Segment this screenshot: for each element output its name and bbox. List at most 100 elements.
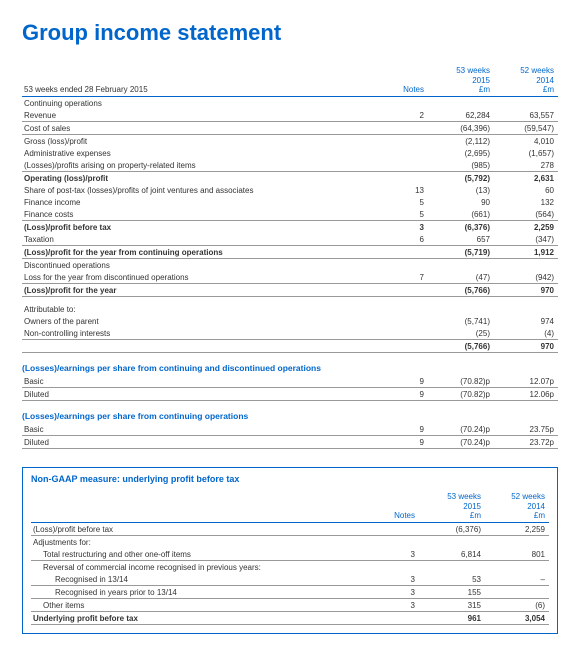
nongaap-box: Non-GAAP measure: underlying profit befo… <box>22 467 558 634</box>
row-label: (Loss)/profit for the year <box>22 284 386 297</box>
row-value-prior: (6) <box>485 599 549 612</box>
nongaap-title: Non-GAAP measure: underlying profit befo… <box>31 474 549 484</box>
row-value-prior: 12.07p <box>494 375 558 388</box>
attributable-heading: Attributable to: <box>22 303 558 315</box>
row-note: 3 <box>386 221 430 234</box>
row-value-current: 657 <box>430 233 494 246</box>
row-value-prior: 132 <box>494 196 558 208</box>
col1-year: 2015 <box>430 75 494 86</box>
row-value-current: (70.24)p <box>430 436 494 449</box>
row-note: 13 <box>386 184 430 196</box>
row-label: Adjustments for: <box>31 536 377 549</box>
row-label: Finance costs <box>22 208 386 221</box>
eps-cont-table: Basic9(70.24)p23.75pDiluted9(70.24)p23.7… <box>22 423 558 449</box>
row-value-prior: 4,010 <box>494 135 558 148</box>
row-value-prior: 3,054 <box>485 612 549 625</box>
row-note: 7 <box>386 271 430 284</box>
col1-period: 53 weeks <box>430 64 494 75</box>
row-value-prior: 974 <box>494 315 558 327</box>
row-note: 3 <box>377 586 421 599</box>
row-note: 5 <box>386 196 430 208</box>
row-value-prior: 60 <box>494 184 558 196</box>
row-label: Basic <box>22 423 386 436</box>
row-value-prior: – <box>485 573 549 586</box>
row-label: Diluted <box>22 436 386 449</box>
row-label: Gross (loss)/profit <box>22 135 386 148</box>
row-value-current: (70.82)p <box>430 388 494 401</box>
row-label <box>22 340 386 353</box>
row-value-current: (47) <box>430 271 494 284</box>
row-value-current <box>430 97 494 110</box>
col2-unit: £m <box>494 85 558 97</box>
row-value-current: (5,741) <box>430 315 494 327</box>
row-value-prior: 2,631 <box>494 172 558 185</box>
row-note <box>386 340 430 353</box>
row-value-current <box>421 561 485 574</box>
row-value-current: 6,814 <box>421 548 485 561</box>
row-label: Non-controlling interests <box>22 327 386 340</box>
row-label: Discontinued operations <box>22 259 386 272</box>
main-income-table: 53 weeks 52 weeks 2015 2014 53 weeks end… <box>22 64 558 297</box>
row-label: Basic <box>22 375 386 388</box>
col1-unit: £m <box>430 85 494 97</box>
row-label: Owners of the parent <box>22 315 386 327</box>
row-label: Cost of sales <box>22 122 386 135</box>
row-note <box>386 172 430 185</box>
row-label: (Loss)/profit before tax <box>22 221 386 234</box>
period-ended-label: 53 weeks ended 28 February 2015 <box>22 85 386 97</box>
row-value-current: (5,719) <box>430 246 494 259</box>
row-value-prior <box>494 97 558 110</box>
row-note <box>386 122 430 135</box>
row-value-prior: 970 <box>494 284 558 297</box>
row-value-current: (661) <box>430 208 494 221</box>
row-value-prior: 1,912 <box>494 246 558 259</box>
row-label: Other items <box>31 599 377 612</box>
row-value-prior: 801 <box>485 548 549 561</box>
row-note: 3 <box>377 573 421 586</box>
row-label: Reversal of commercial income recognised… <box>31 561 377 574</box>
row-value-current: (5,766) <box>430 340 494 353</box>
row-value-current: (70.24)p <box>430 423 494 436</box>
row-label: Finance income <box>22 196 386 208</box>
row-label: Loss for the year from discontinued oper… <box>22 271 386 284</box>
col2-year: 2014 <box>494 75 558 86</box>
row-label: Share of post-tax (losses)/profits of jo… <box>22 184 386 196</box>
nongaap-table: 53 weeks 52 weeks 2015 2014 Notes £m £m … <box>31 490 549 625</box>
row-label: Revenue <box>22 109 386 122</box>
row-label: Total restructuring and other one-off it… <box>31 548 377 561</box>
row-note <box>386 246 430 259</box>
col2-period: 52 weeks <box>494 64 558 75</box>
row-value-current: (6,376) <box>421 523 485 536</box>
attributable-table: Attributable to: Owners of the parent (5,… <box>22 303 558 353</box>
row-value-prior: (564) <box>494 208 558 221</box>
row-value-prior: (1,657) <box>494 147 558 159</box>
row-note <box>386 159 430 172</box>
notes-header: Notes <box>386 85 430 97</box>
row-value-current <box>421 536 485 549</box>
row-value-prior: (4) <box>494 327 558 340</box>
row-value-current: 90 <box>430 196 494 208</box>
row-note: 9 <box>386 436 430 449</box>
row-label: (Losses)/profits arising on property-rel… <box>22 159 386 172</box>
row-value-current <box>430 259 494 272</box>
row-value-current: 62,284 <box>430 109 494 122</box>
row-label: (Loss)/profit for the year from continui… <box>22 246 386 259</box>
row-label: Continuing operations <box>22 97 386 110</box>
row-value-current: (2,112) <box>430 135 494 148</box>
eps-all-table: Basic9(70.82)p12.07pDiluted9(70.82)p12.0… <box>22 375 558 401</box>
row-note <box>386 97 430 110</box>
row-note: 6 <box>386 233 430 246</box>
row-value-prior: 23.75p <box>494 423 558 436</box>
row-value-prior <box>494 259 558 272</box>
row-note: 9 <box>386 388 430 401</box>
row-note: 3 <box>377 599 421 612</box>
row-value-current: (985) <box>430 159 494 172</box>
row-value-current: (2,695) <box>430 147 494 159</box>
row-note <box>386 147 430 159</box>
row-value-current: 155 <box>421 586 485 599</box>
row-note <box>386 259 430 272</box>
row-note <box>377 536 421 549</box>
row-value-current: (5,792) <box>430 172 494 185</box>
row-value-prior: 63,557 <box>494 109 558 122</box>
row-value-current: (25) <box>430 327 494 340</box>
